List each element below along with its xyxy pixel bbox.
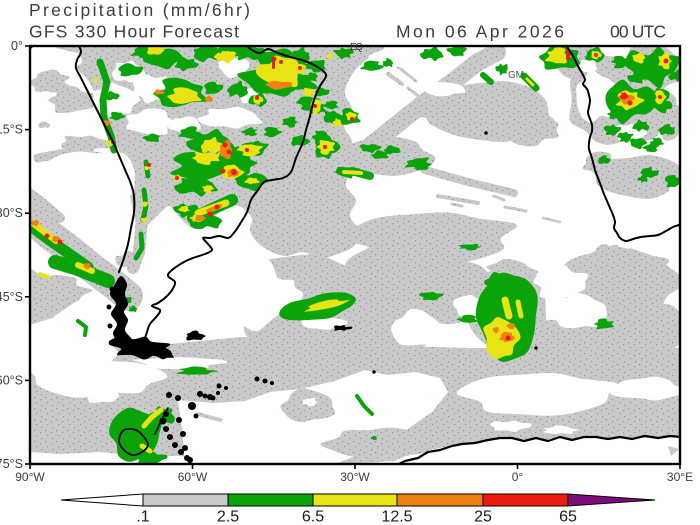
svg-text:2.5: 2.5 [217,509,239,525]
svg-text:EQ: EQ [350,42,363,53]
svg-text:6.5: 6.5 [302,509,324,525]
svg-text:30°W: 30°W [340,470,370,484]
svg-text:0°: 0° [512,470,524,484]
svg-text:65: 65 [559,509,577,525]
svg-text:15°S: 15°S [0,123,23,137]
svg-text:90°W: 90°W [15,470,45,484]
svg-text:GM: GM [508,70,524,81]
svg-text:Mon 06 Apr 2026: Mon 06 Apr 2026 [396,22,564,42]
svg-text:Precipitation (mm/6hr): Precipitation (mm/6hr) [29,0,250,20]
svg-text:75°S: 75°S [0,457,23,471]
svg-text:GFS 330 Hour Forecast: GFS 330 Hour Forecast [29,22,239,42]
svg-text:30°E: 30°E [667,470,693,484]
svg-text:00 UTC: 00 UTC [610,22,666,42]
svg-text:0°: 0° [11,39,23,53]
svg-text:45°S: 45°S [0,290,23,304]
svg-text:12.5: 12.5 [381,509,412,525]
svg-text:25: 25 [474,509,492,525]
svg-text:60°S: 60°S [0,373,23,387]
svg-text:60°W: 60°W [178,470,208,484]
svg-text:.1: .1 [136,509,149,525]
svg-text:30°S: 30°S [0,206,23,220]
